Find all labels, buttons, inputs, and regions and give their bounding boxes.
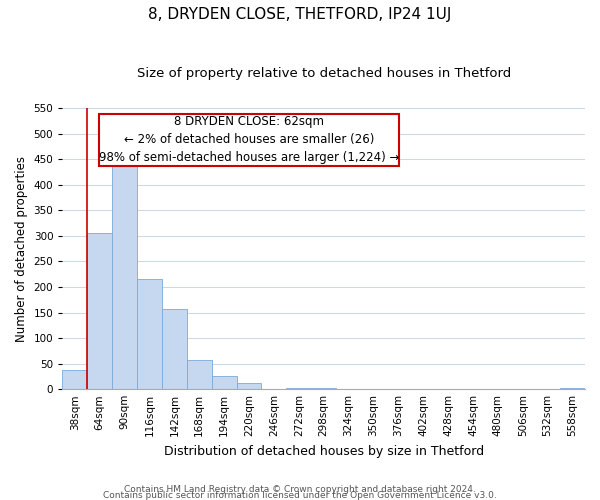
- X-axis label: Distribution of detached houses by size in Thetford: Distribution of detached houses by size …: [164, 444, 484, 458]
- Bar: [311, 388, 336, 389]
- Text: Contains HM Land Registry data © Crown copyright and database right 2024.: Contains HM Land Registry data © Crown c…: [124, 484, 476, 494]
- Title: Size of property relative to detached houses in Thetford: Size of property relative to detached ho…: [137, 68, 511, 80]
- FancyBboxPatch shape: [99, 114, 400, 166]
- Bar: [212, 376, 236, 389]
- Bar: [137, 280, 162, 389]
- Text: 8 DRYDEN CLOSE: 62sqm
← 2% of detached houses are smaller (26)
98% of semi-detac: 8 DRYDEN CLOSE: 62sqm ← 2% of detached h…: [99, 115, 400, 164]
- Bar: [286, 388, 311, 389]
- Y-axis label: Number of detached properties: Number of detached properties: [15, 156, 28, 342]
- Bar: [62, 370, 87, 389]
- Text: 8, DRYDEN CLOSE, THETFORD, IP24 1UJ: 8, DRYDEN CLOSE, THETFORD, IP24 1UJ: [148, 8, 452, 22]
- Bar: [87, 233, 112, 389]
- Text: Contains public sector information licensed under the Open Government Licence v3: Contains public sector information licen…: [103, 490, 497, 500]
- Bar: [236, 383, 262, 389]
- Bar: [187, 360, 212, 389]
- Bar: [560, 388, 585, 389]
- Bar: [162, 309, 187, 389]
- Bar: [112, 162, 137, 389]
